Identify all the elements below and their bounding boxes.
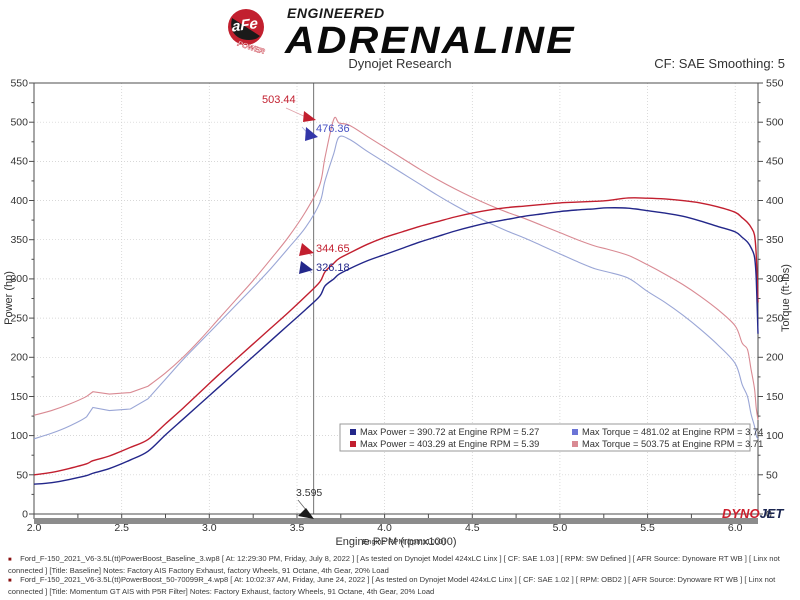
svg-text:5.5: 5.5	[640, 522, 655, 534]
svg-text:400: 400	[10, 195, 28, 207]
svg-text:4.0: 4.0	[377, 522, 392, 534]
svg-text:0: 0	[22, 509, 28, 521]
svg-text:476.36: 476.36	[316, 123, 350, 135]
svg-text:350: 350	[766, 234, 784, 246]
svg-text:5.0: 5.0	[553, 522, 568, 534]
svg-text:Max Torque = 481.02 at Engine: Max Torque = 481.02 at Engine RPM = 3.74	[582, 427, 763, 437]
svg-text:DYNOJET: DYNOJET	[722, 506, 784, 521]
svg-text:344.65: 344.65	[316, 243, 350, 255]
svg-text:3.0: 3.0	[202, 522, 217, 534]
svg-text:550: 550	[766, 77, 784, 89]
svg-text:503.44: 503.44	[262, 94, 296, 106]
svg-text:350: 350	[10, 234, 28, 246]
svg-text:3.595: 3.595	[296, 487, 322, 499]
svg-text:Max Power = 403.29 at Engine R: Max Power = 403.29 at Engine RPM = 5.39	[360, 439, 539, 449]
svg-text:Max Power = 390.72 at Engine R: Max Power = 390.72 at Engine RPM = 5.27	[360, 427, 539, 437]
svg-text:Power (hp): Power (hp)	[3, 271, 15, 325]
svg-text:200: 200	[766, 352, 784, 364]
svg-text:50: 50	[16, 469, 28, 481]
svg-text:Torque (ft-lbs): Torque (ft-lbs)	[780, 264, 792, 332]
svg-text:2.5: 2.5	[114, 522, 129, 534]
svg-text:450: 450	[766, 156, 784, 168]
svg-text:326.18: 326.18	[316, 262, 350, 274]
svg-text:200: 200	[10, 352, 28, 364]
svg-text:550: 550	[10, 77, 28, 89]
svg-text:150: 150	[10, 391, 28, 403]
svg-text:4.5: 4.5	[465, 522, 480, 534]
svg-text:100: 100	[766, 430, 784, 442]
svg-text:6.0: 6.0	[728, 522, 743, 534]
svg-text:Max Torque = 503.75 at Engine: Max Torque = 503.75 at Engine RPM = 3.71	[582, 439, 763, 449]
svg-text:3.5: 3.5	[290, 522, 305, 534]
svg-text:500: 500	[766, 117, 784, 129]
svg-text:100: 100	[10, 430, 28, 442]
svg-text:500: 500	[10, 117, 28, 129]
svg-text:150: 150	[766, 391, 784, 403]
svg-text:50: 50	[766, 469, 778, 481]
svg-text:400: 400	[766, 195, 784, 207]
svg-text:2.0: 2.0	[27, 522, 42, 534]
svg-text:450: 450	[10, 156, 28, 168]
